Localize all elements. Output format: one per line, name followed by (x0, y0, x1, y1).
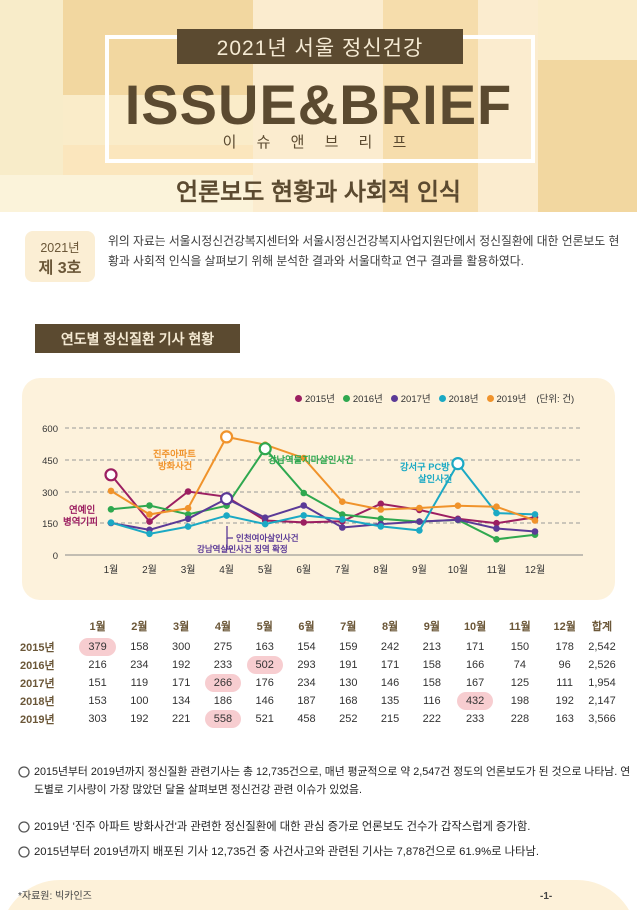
svg-text:450: 450 (42, 456, 58, 467)
svg-text:1월: 1월 (104, 564, 119, 576)
svg-text:10월: 10월 (448, 564, 468, 576)
svg-text:8월: 8월 (373, 564, 388, 576)
svg-text:600: 600 (42, 424, 58, 435)
svg-text:300: 300 (42, 488, 58, 499)
svg-text:9월: 9월 (412, 564, 427, 576)
svg-text:11월: 11월 (487, 564, 507, 576)
svg-text:진주아파트: 진주아파트 (153, 448, 196, 459)
svg-text:강남역살인사건 징역 확정: 강남역살인사건 징역 확정 (197, 544, 288, 554)
svg-text:인천여아살인사건: 인천여아살인사건 (236, 533, 299, 543)
svg-text:강서구 PC방: 강서구 PC방 (400, 461, 450, 472)
svg-text:2월: 2월 (142, 564, 157, 576)
svg-text:12월: 12월 (525, 564, 545, 576)
svg-text:3월: 3월 (181, 564, 196, 576)
svg-text:6월: 6월 (296, 564, 311, 576)
svg-text:4월: 4월 (219, 564, 234, 576)
svg-text:강남역물지마살인사건: 강남역물지마살인사건 (268, 454, 354, 465)
svg-text:7월: 7월 (335, 564, 350, 576)
svg-text:연예인: 연예인 (69, 504, 95, 516)
svg-text:살인사건: 살인사건 (418, 473, 452, 484)
svg-text:0: 0 (53, 551, 58, 562)
svg-text:병역기피: 병역기피 (63, 516, 98, 528)
svg-text:150: 150 (42, 519, 58, 530)
svg-text:방화사건: 방화사건 (158, 460, 192, 471)
svg-text:5월: 5월 (258, 564, 273, 576)
